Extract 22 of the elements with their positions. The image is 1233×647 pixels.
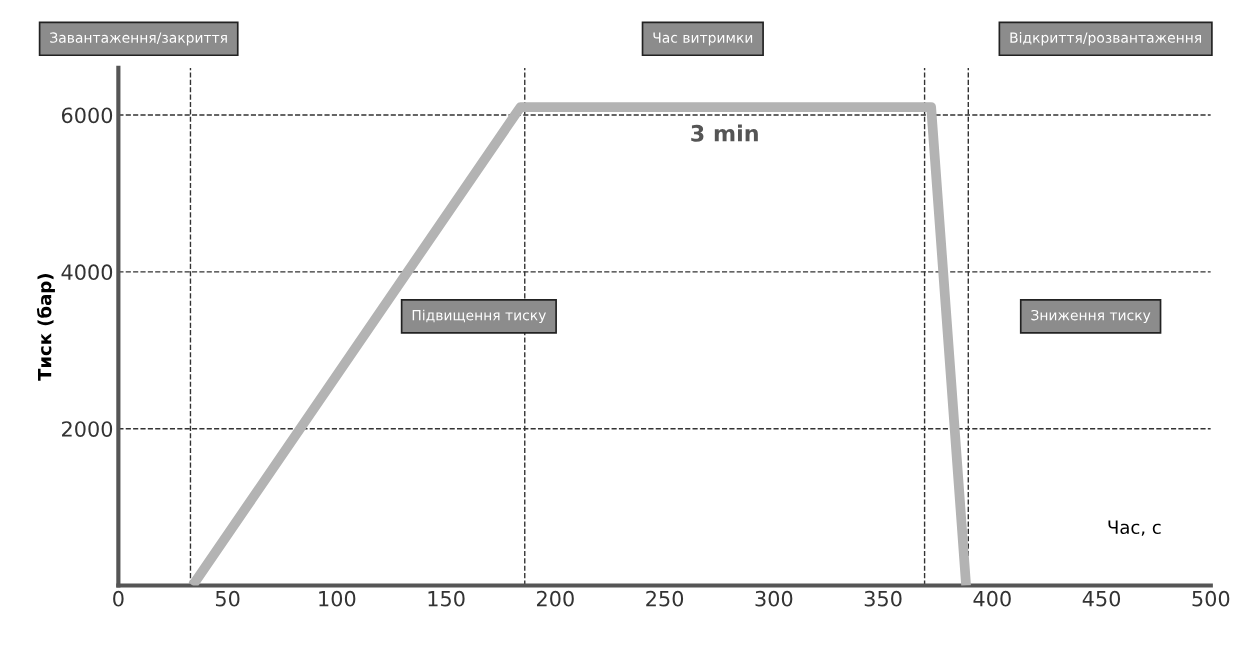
x-tick-label: 400 bbox=[973, 590, 1011, 607]
x-tick-label: 500 bbox=[1192, 590, 1230, 607]
x-tick-label: 450 bbox=[1082, 590, 1121, 607]
y-tick-label: 2000 bbox=[62, 421, 113, 437]
y-axis-title: Тиск (бар) bbox=[36, 274, 55, 381]
x-tick-label: 50 bbox=[215, 590, 240, 607]
y-tick-label: 6000 bbox=[61, 107, 113, 124]
text: Завантаження/закриття bbox=[50, 32, 227, 46]
x-tick-label: 150 bbox=[428, 590, 465, 607]
x-tick-label: 100 bbox=[319, 590, 356, 607]
annotation: 3 min bbox=[691, 124, 758, 142]
x-axis-title: Час, с bbox=[1108, 520, 1161, 536]
y-tick-label: 4000 bbox=[61, 264, 113, 281]
x-tick-label: 250 bbox=[646, 590, 684, 607]
text: Відкриття/розвантаження bbox=[1010, 32, 1201, 46]
x-tick-label: 300 bbox=[755, 590, 793, 607]
annotation: Зниження тиску bbox=[1031, 309, 1151, 324]
x-tick-label: 200 bbox=[536, 590, 574, 607]
x-tick-label: 350 bbox=[864, 590, 902, 607]
annotation: Підвищення тиску bbox=[412, 309, 546, 324]
text: Час витримки bbox=[653, 32, 753, 46]
x-tick-label: 0 bbox=[113, 590, 124, 607]
